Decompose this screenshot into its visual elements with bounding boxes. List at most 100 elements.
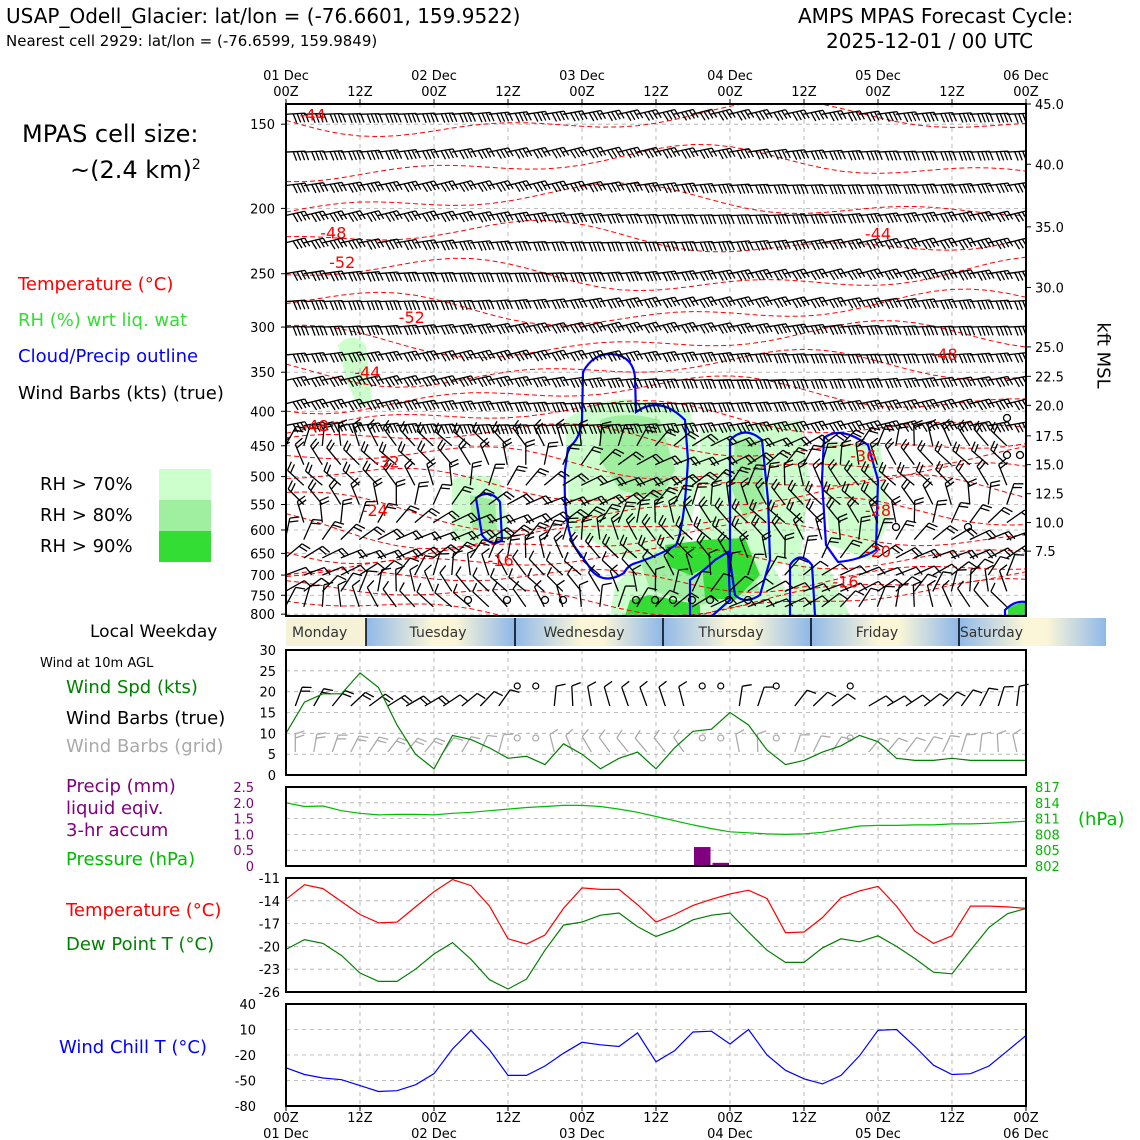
upper-air-wind-barb: [988, 182, 1013, 194]
upper-air-wind-barb: [562, 271, 587, 283]
upper-air-wind-barb: [396, 271, 421, 283]
upper-air-wind-barb: [321, 520, 345, 540]
upper-air-wind-barb: [286, 112, 310, 123]
upper-air-wind-barb: [525, 298, 551, 310]
upper-air-wind-barb: [599, 271, 624, 283]
isotherm: [286, 423, 1026, 457]
surface-wind-barb: [498, 689, 520, 707]
upper-air-wind-barb: [452, 422, 471, 447]
isotherm: [286, 577, 1026, 616]
upper-air-wind-barb: [359, 112, 384, 124]
upper-air-wind-barb: [858, 515, 871, 540]
upper-air-wind-barb: [950, 501, 970, 523]
weekday-label: Thursday: [697, 625, 763, 641]
isotherm: [286, 445, 1026, 480]
upper-air-wind-barb: [617, 424, 635, 446]
upper-air-wind-barb: [359, 271, 384, 282]
wind-chill-line: [285, 1028, 1027, 1093]
upper-air-wind-barb: [998, 458, 1008, 486]
calm-wind-circle: [705, 595, 715, 605]
upper-air-wind-barb: [675, 515, 693, 541]
grid-wind-barb: [794, 734, 810, 753]
upper-air-wind-barb: [437, 439, 453, 466]
upper-air-wind-barb: [822, 78, 846, 89]
pressure-tick-label: 650: [250, 547, 275, 562]
upper-air-wind-barb: [708, 548, 718, 576]
upper-air-wind-barb: [858, 110, 884, 122]
bottom-axis-hour: 00Z: [421, 1111, 447, 1126]
upper-air-wind-barb: [433, 323, 458, 335]
upper-air-wind-barb: [969, 210, 995, 223]
isotherm: [286, 496, 1026, 550]
pressure-tick-label: 500: [250, 471, 275, 486]
upper-air-wind-barb: [581, 475, 609, 486]
upper-air-wind-barb: [322, 299, 347, 311]
upper-air-wind-barb: [747, 183, 772, 195]
upper-air-wind-barb: [766, 148, 791, 160]
precip-tick-label: 2.5: [233, 781, 254, 796]
upper-air-wind-barb: [815, 512, 825, 540]
upper-air-wind-barb: [609, 564, 619, 592]
upper-air-wind-barb: [673, 270, 699, 282]
upper-air-wind-barb: [433, 148, 458, 160]
cloud-outlines: [474, 353, 1026, 616]
upper-air-wind-barb: [507, 424, 532, 435]
upper-air-wind-barb: [488, 272, 513, 283]
surface-calm-circle: [698, 682, 706, 690]
upper-air-wind-barb: [969, 325, 994, 336]
upper-air-wind-barb: [1006, 325, 1026, 336]
upper-air-wind-barb: [544, 110, 569, 122]
upper-air-wind-barb: [803, 109, 829, 122]
upper-air-wind-barb: [618, 80, 642, 90]
upper-air-wind-barb: [901, 478, 915, 505]
upper-air-wind-barb: [544, 424, 569, 435]
upper-air-wind-barb: [998, 564, 1008, 592]
upper-air-wind-barb: [673, 351, 699, 363]
precip-bar: [694, 847, 711, 866]
upper-air-wind-barb: [787, 479, 804, 505]
upper-air-wind-barb: [895, 519, 917, 540]
upper-air-wind-barb: [951, 211, 977, 223]
upper-air-wind-barb: [488, 514, 516, 525]
upper-air-wind-barb: [377, 324, 402, 336]
upper-air-wind-barb: [654, 428, 679, 447]
cloud-outline: [728, 431, 772, 602]
upper-air-wind-barb: [617, 492, 645, 506]
upper-air-wind-barb: [803, 149, 828, 161]
upper-air-wind-barb: [951, 299, 976, 310]
upper-air-wind-barb: [932, 211, 958, 223]
upper-air-wind-barb: [359, 149, 384, 161]
upper-air-wind-barb: [914, 325, 939, 336]
upper-air-wind-barb: [580, 506, 606, 524]
upper-air-wind-barb: [729, 240, 754, 252]
upper-air-wind-barb: [508, 568, 527, 592]
upper-air-wind-barb: [399, 582, 416, 608]
upper-air-wind-barb: [451, 272, 476, 283]
grid-wind-barb: [368, 736, 389, 753]
upper-air-wind-barb: [692, 214, 717, 225]
top-axis-date: 01 Dec: [263, 69, 309, 84]
upper-air-wind-barb: [469, 488, 495, 505]
upper-air-wind-barb: [747, 553, 765, 576]
upper-air-wind-barb: [581, 212, 606, 224]
upper-air-wind-barb: [987, 480, 1001, 505]
upper-air-wind-barb: [766, 214, 791, 225]
upper-air-wind-barb: [470, 323, 495, 335]
upper-air-wind-barb: [377, 502, 399, 523]
upper-air-wind-barb: [821, 213, 846, 224]
height-tick-label: 12.5: [1035, 488, 1064, 503]
upper-air-wind-barb: [766, 379, 791, 390]
upper-air-wind-barb: [988, 325, 1013, 336]
upper-air-wind-barb: [433, 531, 461, 542]
wind-speed-line: [285, 672, 1026, 770]
upper-air-wind-barb: [784, 239, 810, 251]
upper-air-wind-barb: [935, 460, 952, 486]
upper-air-wind-barb: [581, 297, 606, 310]
upper-air-wind-barb: [747, 148, 773, 160]
upper-air-wind-barb: [414, 507, 441, 524]
upper-air-wind-barb: [747, 268, 773, 281]
upper-air-wind-barb: [821, 563, 849, 576]
pressure-tick-label: 250: [250, 268, 275, 283]
upper-air-wind-barb: [914, 111, 939, 123]
